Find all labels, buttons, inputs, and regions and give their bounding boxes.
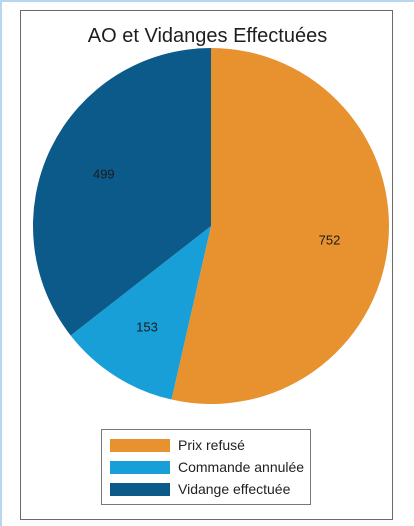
pie-slice-2 (70, 226, 212, 400)
legend-item-2: Commande annulée (110, 456, 310, 478)
chart-title: AO et Vidanges Effectuées (87, 25, 328, 47)
chart-panel: AO et Vidanges Effectuées 752 153 499 Prix… (20, 10, 393, 520)
legend-item-1: Prix refusé (110, 434, 310, 456)
legend-swatch (110, 482, 170, 496)
pie-slice-3 (32, 48, 212, 336)
legend-label: Commande annulée (178, 459, 305, 475)
legend-swatch (110, 438, 170, 452)
pie-chart: 752 153 499 (32, 48, 389, 404)
legend-label: Prix refusé (178, 437, 245, 453)
legend-swatch (110, 460, 170, 474)
slice-value-label-1: 752 (319, 232, 341, 247)
legend-item-3: Vidange effectuée (110, 478, 310, 500)
slice-value-label-3: 499 (93, 167, 115, 182)
legend-label: Vidange effectuée (178, 481, 291, 497)
slice-value-label-2: 153 (136, 320, 158, 335)
pie-slice-1 (171, 48, 389, 404)
chart-legend: Prix refusé Commande annulée Vidange effec… (101, 429, 311, 505)
